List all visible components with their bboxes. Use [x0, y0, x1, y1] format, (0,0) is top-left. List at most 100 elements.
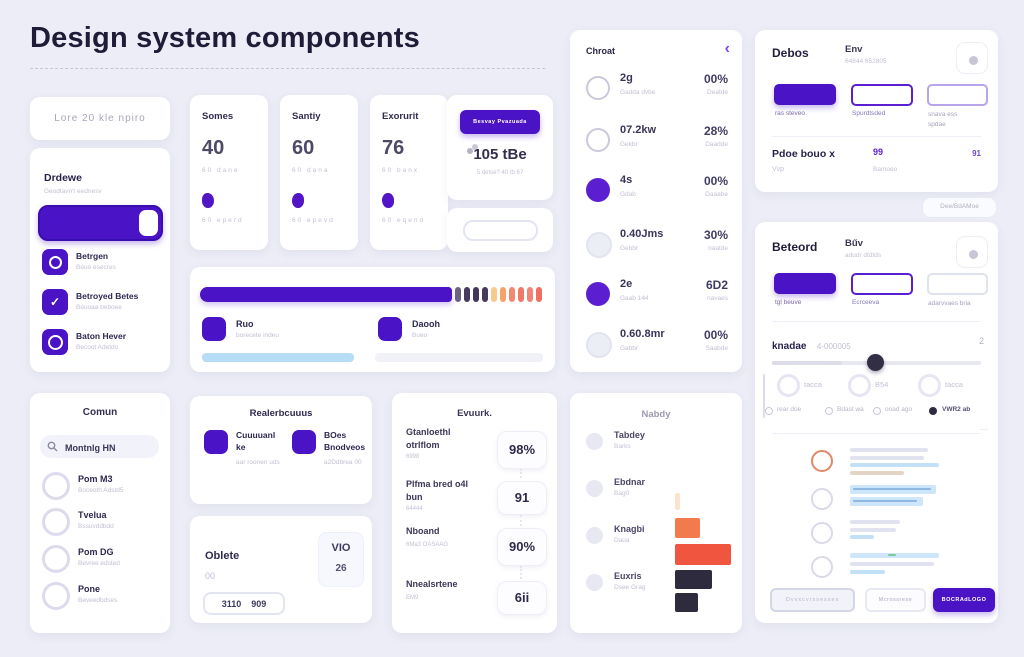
row-sub: Gabbr: [620, 345, 639, 352]
chart-title: Nabdy: [641, 409, 671, 420]
lorem-chip: Lore 20 kle npiro: [30, 97, 170, 140]
list-item[interactable]: Baton Hever Becoot Adetdo: [30, 329, 170, 361]
bar-salmon: [675, 544, 731, 565]
chip-badge[interactable]: Dee/BdAMoe: [922, 197, 997, 218]
row-value: 28%: [703, 124, 728, 138]
slider-knob[interactable]: [867, 354, 884, 371]
search-input[interactable]: [63, 435, 157, 460]
divider-dots: ···: [980, 425, 988, 434]
list-item[interactable]: Euxris Dsee Grag: [570, 570, 670, 600]
list-item-sub: Bevree edsted: [78, 560, 120, 567]
ghost-button[interactable]: Mcrossrese: [865, 588, 926, 612]
step-circle: [777, 374, 800, 397]
table-row[interactable]: 4s Gdab 00% Daaabe: [570, 172, 742, 216]
chevron-left-icon[interactable]: ‹: [724, 40, 730, 57]
metric-value-box: 98%: [497, 431, 547, 469]
dot-glyph-icon: [969, 250, 978, 259]
footer-sub: Vvp: [772, 166, 785, 173]
env-sub: 64844 652805: [845, 58, 887, 65]
stat-open: 60 eperd: [202, 217, 244, 224]
list-item-sub: Daua: [614, 537, 630, 544]
row-label: 2g: [620, 72, 633, 84]
skeleton-line-blue: [850, 570, 885, 574]
buttons-card-title: Debos: [772, 46, 809, 60]
storage-button[interactable]: Besvay Pvazuada: [460, 110, 540, 134]
legend-label: Ruo: [236, 319, 254, 329]
row-label: 0.60.8mr: [620, 328, 665, 340]
menu-icon-button[interactable]: [956, 236, 988, 268]
storage-card: Besvay Pvazuada 105 tBe 5 detse? 40 tb 6…: [447, 95, 553, 200]
list-item[interactable]: Ebdnar Bag0: [570, 476, 670, 506]
env-sub: adudr dtdtds: [845, 252, 882, 259]
bar-peach: [675, 493, 680, 510]
table-row[interactable]: 0.40Jms Gebbr 30% naatde: [570, 226, 742, 270]
panel-card-title: Beteord: [772, 240, 818, 254]
metric-value-box: 6ii: [497, 581, 547, 615]
stat-title: Santiy: [292, 111, 321, 122]
status-dot: [586, 178, 610, 202]
footer-label: Pdoe bouo x: [772, 148, 835, 160]
button-swatch-filled[interactable]: [774, 273, 836, 294]
list-item-label: Pom DG: [78, 547, 114, 557]
list-item-sub: Barks: [614, 443, 631, 450]
row-value-sub: naatde: [708, 245, 728, 252]
stat-value: 76: [382, 137, 405, 159]
toggle-card-subtitle: Geodtavn't eednesv: [44, 188, 102, 195]
footer-right-value: 91: [972, 149, 981, 158]
feature-label: Cuuuuanl ke: [236, 430, 276, 452]
button-swatch-outline[interactable]: [851, 273, 913, 295]
primary-button[interactable]: BOCRAdLOGO: [933, 588, 995, 612]
button-swatch-outline-gray[interactable]: [927, 273, 988, 295]
list-item[interactable]: Tabdey Barks: [570, 429, 670, 459]
metric-value: 91: [514, 490, 530, 505]
list-item-sub: Beuoaa beboee: [76, 304, 122, 311]
avatar: [42, 582, 70, 610]
button-swatch-filled[interactable]: [774, 84, 836, 105]
legend-icon: [202, 317, 226, 341]
metric-label: Nnealsrtene: [406, 579, 458, 589]
legend-label: Daooh: [412, 319, 440, 329]
skeleton-line: [850, 520, 900, 524]
dot-glyph-icon: [969, 56, 978, 65]
secondary-button[interactable]: Ovvxcvrssesses: [770, 588, 855, 612]
empty-outline-pill[interactable]: [463, 220, 538, 241]
stat-icon: [292, 193, 304, 208]
button-swatch-outline[interactable]: [851, 84, 913, 106]
counter-box[interactable]: VIO 26: [318, 532, 364, 587]
list-item-label: Betroyed Betes: [76, 291, 139, 301]
row-value-sub: Daaabe: [705, 191, 728, 198]
lorem-chip-label: Lore 20 kle npiro: [54, 113, 146, 124]
row-label: 4s: [620, 174, 633, 186]
search-box[interactable]: [40, 435, 159, 460]
toggle-knob[interactable]: [139, 210, 158, 236]
storage-value: 105 tBe: [473, 146, 527, 163]
big-toggle[interactable]: [38, 205, 163, 241]
skeleton-avatar-alert: [811, 450, 833, 472]
list-item[interactable]: ✓ Betroyed Betes Beuoaa beboee: [30, 289, 170, 321]
row-sub: Gdab: [620, 191, 636, 198]
metrics-card: Evuurk. Gtanloethl otrlflom 6998 98% Plf…: [392, 393, 557, 633]
table-row[interactable]: 2g Gadda dvbe 00% Deatde: [570, 70, 742, 114]
list-item[interactable]: Betrgen Beuo esecres: [30, 249, 170, 281]
metrics-title: Evuurk.: [457, 408, 492, 419]
metric-value-box: 91: [497, 481, 547, 515]
list-item[interactable]: Pom M3 Boceoth Adstd5: [30, 470, 170, 502]
cloud-dots-icon: [467, 148, 473, 154]
list-item[interactable]: Knagbi Daua: [570, 523, 670, 553]
metric-value: 90%: [508, 539, 536, 554]
table-row[interactable]: 07.2kw Gekbr 28% Daadde: [570, 122, 742, 166]
list-item[interactable]: Pone Beveedbdses: [30, 580, 170, 612]
table-row[interactable]: 0.60.8mr Gabbr 00% Saabde: [570, 326, 742, 370]
skeleton-line: [850, 456, 924, 460]
row-value: 6D2: [705, 278, 728, 292]
slider-track[interactable]: [772, 354, 981, 371]
metric-sub: 6998: [406, 454, 420, 460]
counter-pill[interactable]: 3110 909: [203, 592, 285, 615]
table-row[interactable]: 2e Gaab 144 6D2 navaes: [570, 276, 742, 320]
button-swatch-outline-light[interactable]: [927, 84, 988, 106]
slider-range: 4-000005: [816, 342, 851, 351]
menu-icon-button[interactable]: [956, 42, 988, 74]
divider: [772, 433, 981, 434]
list-item[interactable]: Tvelua Bssuvddbdd: [30, 506, 170, 538]
list-item[interactable]: Pom DG Bevree edsted: [30, 543, 170, 575]
